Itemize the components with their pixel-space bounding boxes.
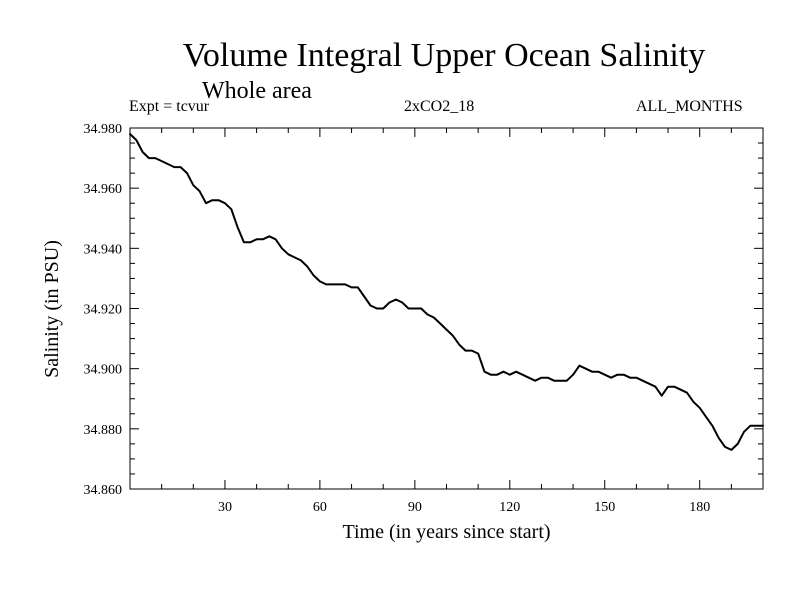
y-tick-label: 34.900 (84, 363, 123, 378)
y-tick-label: 34.960 (84, 182, 123, 197)
chart-title: Volume Integral Upper Ocean Salinity (182, 37, 706, 74)
x-tick-label: 90 (408, 500, 422, 515)
x-tick-label: 150 (594, 500, 615, 515)
x-tick-label: 30 (218, 500, 232, 515)
y-tick-label: 34.940 (84, 242, 123, 257)
experiment-label: Expt = tcvur (129, 98, 210, 115)
chart-subtitle: Whole area (202, 78, 312, 104)
scenario-label: 2xCO2_18 (404, 98, 475, 115)
salinity-series-line (129, 133, 764, 451)
y-tick-label: 34.860 (84, 483, 123, 498)
axis-tick-labels: 30 60 90 120 150 180 34.860 34.880 34.900 34.920 3… (84, 122, 711, 515)
x-tick-label: 120 (499, 500, 520, 515)
y-tick-label: 34.980 (84, 122, 123, 137)
x-tick-label: 60 (313, 500, 327, 515)
y-tick-label: 34.920 (84, 303, 123, 318)
months-label: ALL_MONTHS (636, 98, 743, 115)
x-tick-label: 180 (689, 500, 710, 515)
x-axis-label: Time (in years since start) (342, 521, 551, 543)
axis-ticks (130, 128, 763, 489)
plot-frame (129, 127, 764, 490)
y-tick-label: 34.880 (84, 423, 123, 438)
y-axis-label: Salinity (in PSU) (41, 240, 63, 378)
